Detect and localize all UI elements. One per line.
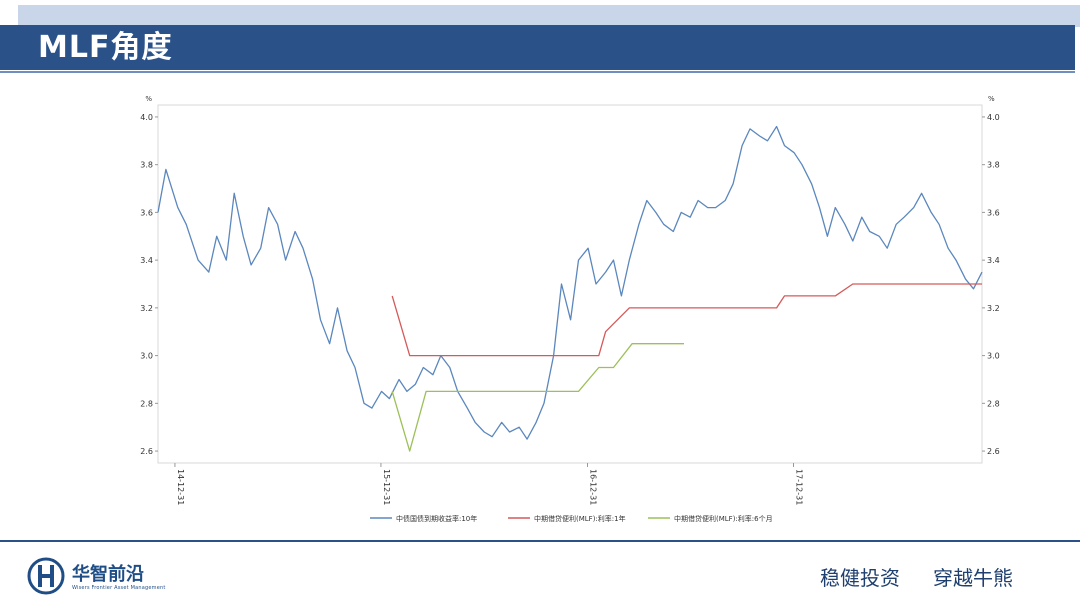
brand-name: 华智前沿 [72,564,144,585]
left-y-tick-label-2: 3.6 [140,208,153,217]
left-y-tick-label-6: 2.8 [140,399,153,408]
right-y-tick-label-4: 3.2 [987,304,1000,313]
left-axis-unit: % [145,95,152,103]
header-bar: MLF角度 [0,25,1075,73]
series-line-mlf-6m [391,343,684,452]
right-axis-unit: % [988,95,995,103]
series-line-10y-treasury [157,125,983,440]
right-y-tick-label-2: 3.6 [987,208,1000,217]
left-y-tick-label-1: 3.8 [140,161,153,170]
legend-item-10y-treasury-label: 中债国债到期收益率:10年 [396,514,477,523]
slogan-steady-investment: 稳健投资 [820,566,900,590]
x-tick-label-1: 15-12-31 [382,469,391,505]
brand-subtitle: Wisers Frontier Asset Management [72,585,166,591]
left-y-tick-label-0: 4.0 [140,113,153,122]
right-y-tick-label-5: 3.0 [987,352,1000,361]
brand-logo-icon [27,557,65,595]
x-tick-label-0: 14-12-31 [176,469,185,505]
x-tick-label-3: 17-12-31 [794,469,803,505]
right-y-tick-label-0: 4.0 [987,113,1000,122]
x-tick-label-2: 16-12-31 [588,469,597,505]
right-y-tick-label-6: 2.8 [987,399,1000,408]
slogan-through-bull-bear: 穿越牛熊 [933,566,1013,590]
footer-divider [0,540,1080,542]
line-chart: % % 4.0 4.0 3.8 3.8 3.6 3.6 3.4 3.4 3.2 3.2 3.0 3.0 2.… [140,95,1000,523]
top-accent-strip [18,5,1080,27]
left-y-tick-label-3: 3.4 [140,256,153,265]
right-y-tick-label-7: 2.6 [987,447,1000,456]
legend-item-mlf-1y-label: 中期借贷便利(MLF):利率:1年 [534,514,626,523]
right-y-tick-label-3: 3.4 [987,256,1000,265]
page-title: MLF角度 [38,30,173,65]
legend-item-mlf-6m-label: 中期借贷便利(MLF):利率:6个月 [674,514,773,523]
series-line-mlf-1y [391,283,982,357]
right-y-tick-label-1: 3.8 [987,161,1000,170]
left-y-tick-label-7: 2.6 [140,447,153,456]
left-y-tick-label-5: 3.0 [140,352,153,361]
left-y-tick-label-4: 3.2 [140,304,153,313]
